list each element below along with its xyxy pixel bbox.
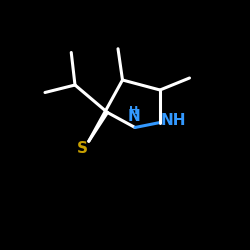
Text: NH: NH bbox=[161, 113, 186, 128]
Text: S: S bbox=[77, 141, 88, 156]
Text: N: N bbox=[128, 109, 140, 124]
Text: H: H bbox=[129, 106, 138, 116]
